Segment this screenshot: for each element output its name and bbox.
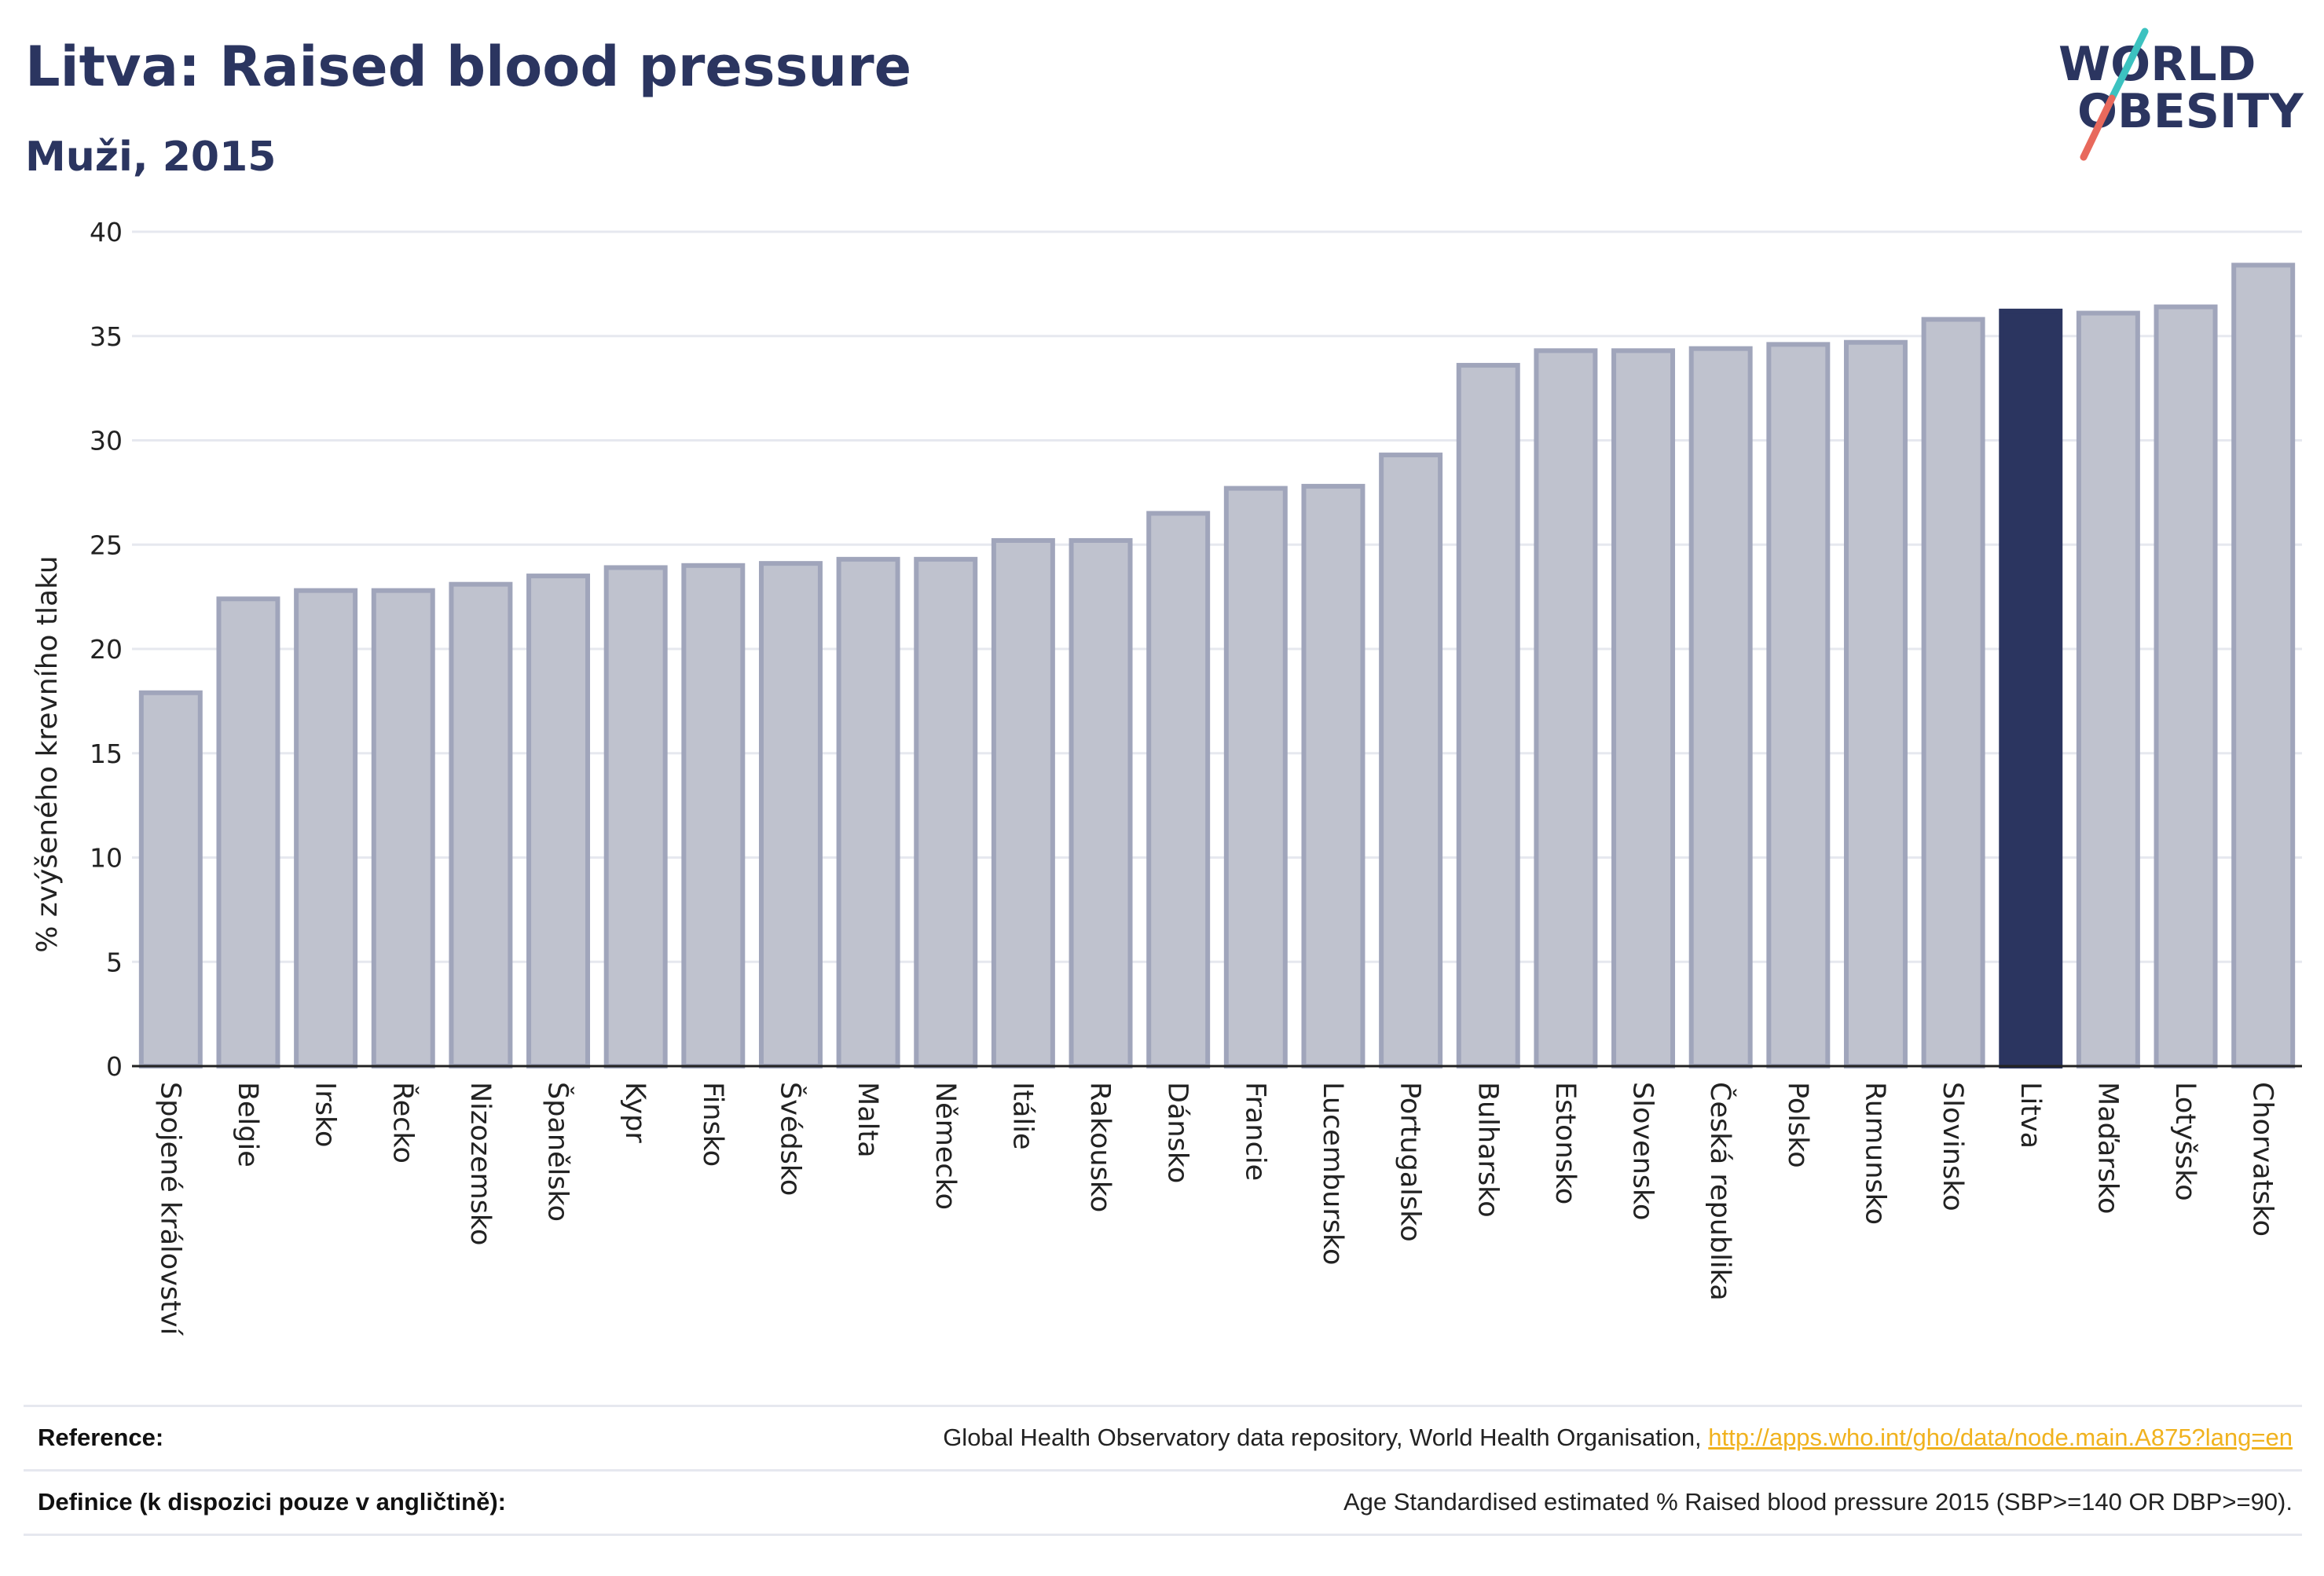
x-tick-label: Spojené království: [154, 1082, 185, 1336]
x-tick-label: Polsko: [1782, 1082, 1813, 1168]
x-tick-label: Bulharsko: [1472, 1082, 1503, 1218]
x-tick-label: Rakousko: [1084, 1082, 1116, 1212]
x-tick-label: Slovensko: [1627, 1082, 1659, 1220]
chart-title: Litva: Raised blood pressure: [25, 35, 912, 99]
x-tick-label: Itálie: [1006, 1082, 1038, 1149]
bar: [1766, 342, 1831, 1068]
x-tick-label: Nizozemsko: [464, 1082, 496, 1245]
x-tick-label: Finsko: [697, 1082, 728, 1167]
y-tick-label: 0: [106, 1051, 123, 1082]
x-tick-label: Irsko: [310, 1082, 341, 1147]
x-tick-label: Lucembursko: [1317, 1082, 1348, 1265]
y-tick-label: 30: [90, 426, 123, 456]
y-tick-label: 25: [90, 530, 123, 560]
bar: [836, 556, 900, 1068]
x-tick-label: Řecko: [387, 1082, 420, 1164]
y-axis-label: % zvýšeného krevního tlaku: [31, 555, 64, 952]
bar: [991, 537, 1055, 1068]
x-tick-label: Rumunsko: [1859, 1082, 1890, 1225]
x-tick-label: Dánsko: [1162, 1082, 1193, 1183]
y-tick-label: 20: [90, 634, 123, 665]
bar: [1534, 348, 1598, 1068]
definition-label: Definice (k dispozici pouze v angličtině…: [38, 1488, 506, 1516]
bar: [1301, 483, 1365, 1068]
bar: [1456, 362, 1520, 1069]
definition-value: Age Standardised estimated % Raised bloo…: [1343, 1488, 2293, 1516]
bar: [138, 690, 203, 1068]
x-tick-labels: Spojené království Belgie Irsko Řecko Nizoze…: [154, 1082, 2278, 1336]
bar: [1223, 486, 1288, 1068]
bar: [758, 561, 823, 1068]
reference-label: Reference:: [38, 1424, 164, 1451]
bar: [371, 588, 435, 1068]
bar: [1146, 511, 1211, 1068]
logo-slash-bottom: [2080, 94, 2116, 161]
bar: [1843, 339, 1908, 1068]
bar: [1921, 317, 1985, 1068]
bar: [2076, 310, 2140, 1069]
x-tick-label: Kypr: [619, 1082, 651, 1143]
bar: [216, 596, 280, 1068]
x-tick-label: Malta: [852, 1082, 883, 1158]
reference-value: Global Health Observatory data repositor…: [943, 1424, 2293, 1452]
y-tick-labels: 0 5 10 15 20 25 30 35 40: [90, 217, 123, 1082]
bar: [1379, 453, 1443, 1068]
x-tick-label: Maďarsko: [2091, 1082, 2123, 1214]
x-tick-label: Belgie: [232, 1082, 263, 1167]
footer-divider-middle: [24, 1469, 2302, 1472]
x-tick-label: Německo: [929, 1082, 961, 1210]
bar: [526, 574, 591, 1068]
y-tick-label: 15: [90, 739, 123, 769]
x-tick-label: Španělsko: [542, 1082, 575, 1222]
bar: [1999, 308, 2063, 1068]
reference-text: Global Health Observatory data repositor…: [943, 1424, 1709, 1451]
world-obesity-logo: WORLD OBESITY: [2058, 27, 2304, 161]
bar: [603, 565, 668, 1068]
bar: [1611, 348, 1676, 1068]
y-tick-label: 10: [90, 843, 123, 874]
x-tick-label: Litva: [2014, 1082, 2046, 1149]
reference-link[interactable]: http://apps.who.int/gho/data/node.main.A…: [1708, 1424, 2293, 1451]
x-tick-label: Slovinsko: [1937, 1082, 1968, 1211]
y-tick-label: 40: [90, 217, 123, 247]
x-tick-label: Portugalsko: [1395, 1082, 1426, 1242]
bar: [2231, 262, 2296, 1069]
logo-line-1: WORLD: [2058, 37, 2256, 92]
x-tick-label: Francie: [1239, 1082, 1270, 1181]
y-tick-label: 35: [90, 321, 123, 352]
x-tick-label: Švédsko: [774, 1082, 807, 1196]
bar: [914, 556, 978, 1068]
footer-definition-row: Definice (k dispozici pouze v angličtině…: [24, 1471, 2302, 1534]
bars: [138, 262, 2296, 1069]
logo-slash-top: [2108, 27, 2149, 102]
chart-subtitle: Muži, 2015: [25, 134, 277, 181]
x-tick-label: Chorvatsko: [2247, 1082, 2278, 1237]
x-tick-label: Česká republika: [1704, 1082, 1737, 1301]
bar: [681, 563, 746, 1068]
bar: [1069, 537, 1133, 1068]
bar: [449, 581, 513, 1068]
bar-chart: 0 5 10 15 20 25 30 35 40 Spojené království Belgi…: [31, 217, 2302, 1336]
x-tick-label: Lotyšsko: [2169, 1082, 2201, 1201]
footer-divider-top: [24, 1405, 2302, 1407]
footer-reference-row: Reference: Global Health Observatory dat…: [24, 1406, 2302, 1469]
x-tick-label: Estonsko: [1549, 1082, 1581, 1204]
footer-divider-bottom: [24, 1534, 2302, 1536]
bar: [294, 588, 358, 1068]
bar: [2154, 304, 2218, 1068]
y-tick-label: 5: [106, 947, 123, 977]
bar: [1688, 346, 1753, 1068]
